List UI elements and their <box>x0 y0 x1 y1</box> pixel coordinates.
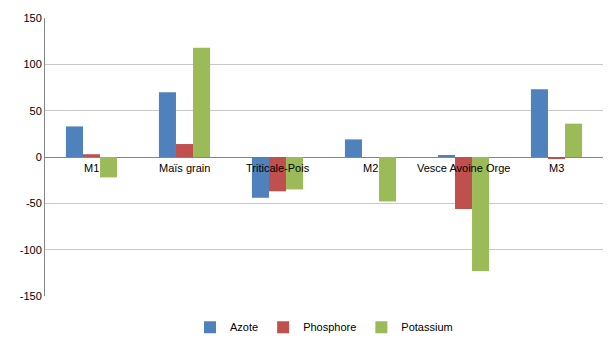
svg-text:150: 150 <box>23 12 41 24</box>
svg-text:Triticale-Pois: Triticale-Pois <box>246 162 310 174</box>
svg-text:50: 50 <box>30 105 42 117</box>
svg-text:Maïs grain: Maïs grain <box>159 162 210 174</box>
svg-text:-100: -100 <box>20 244 42 256</box>
svg-text:-50: -50 <box>26 197 42 209</box>
svg-text:M2: M2 <box>363 162 378 174</box>
svg-text:M1: M1 <box>84 162 99 174</box>
svg-text:-150: -150 <box>20 290 42 302</box>
svg-text:Azote: Azote <box>230 321 258 333</box>
svg-text:M3: M3 <box>549 162 564 174</box>
svg-text:Vesce Avoine Orge: Vesce Avoine Orge <box>417 162 510 174</box>
svg-text:100: 100 <box>23 58 41 70</box>
svg-text:Phosphore: Phosphore <box>303 321 356 333</box>
svg-text:Potassium: Potassium <box>401 321 452 333</box>
svg-text:0: 0 <box>36 151 42 163</box>
